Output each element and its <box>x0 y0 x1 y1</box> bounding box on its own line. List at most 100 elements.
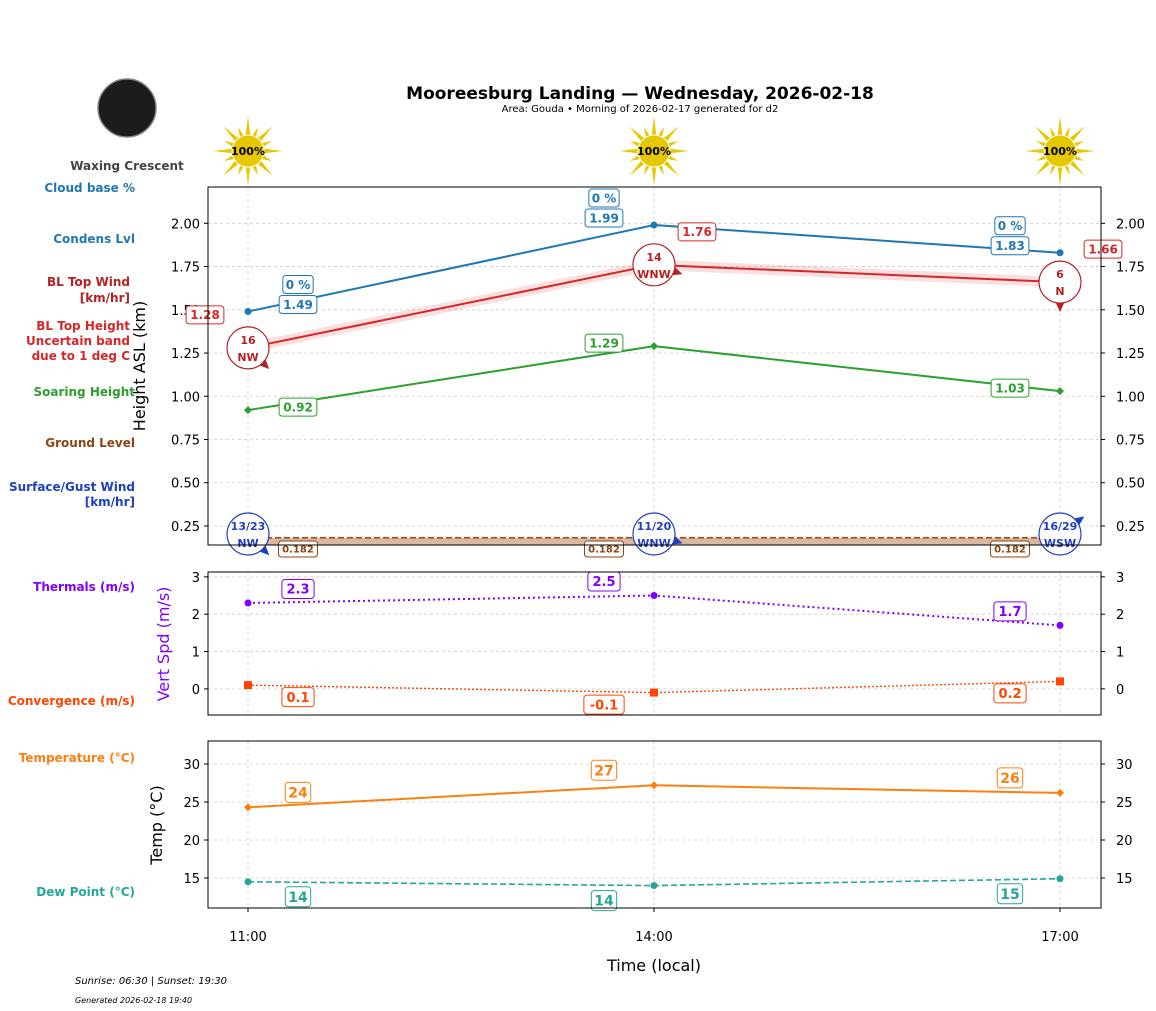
temperature-label-box <box>284 781 312 803</box>
y-tick-label: 0 <box>192 683 200 698</box>
sun-icon <box>213 116 283 186</box>
sun-ray <box>1035 126 1053 144</box>
thermals-label-box <box>281 578 315 599</box>
side-label-condens: Condens Lvl <box>53 232 135 246</box>
cloud-base-label-box <box>282 275 314 295</box>
temperature-label-box <box>996 767 1024 789</box>
y-axis-label-temp: Temp (°C) <box>147 785 166 865</box>
generated-timestamp: Generated 2026-02-18 19:40 <box>75 996 192 1005</box>
condens-level-label: 1.83 <box>995 239 1025 253</box>
side-label-ground: Ground Level <box>45 436 135 450</box>
temperature-point <box>650 781 658 790</box>
thermals-label: 2.3 <box>286 583 309 598</box>
dew-point-label-box <box>284 886 312 908</box>
convergence-point <box>244 681 252 690</box>
side-label-bl-wind-2: [km/hr] <box>80 291 130 305</box>
cloud-base-label: 0 % <box>286 278 311 292</box>
temperature-label: 24 <box>288 785 308 801</box>
sun-ray <box>629 158 647 176</box>
surface-wind-arrow-icon <box>672 536 683 545</box>
bl-top-wind-direction: N <box>1055 285 1064 298</box>
condens-level-point <box>244 308 252 316</box>
bl-top-wind-speed: 14 <box>646 251 662 264</box>
side-label-surface-wind-2: [km/hr] <box>85 495 135 509</box>
x-tick-label: 11:00 <box>229 930 266 945</box>
y-tick-label-right: 30 <box>1116 758 1133 773</box>
dew-point-label: 15 <box>1000 887 1019 903</box>
sun-icon <box>1025 116 1095 186</box>
dew-point-point <box>244 878 252 886</box>
y-tick-label-right: 2.00 <box>1116 217 1145 232</box>
temperature-label: 26 <box>1000 771 1019 787</box>
y-tick-label-right: 0 <box>1116 683 1124 698</box>
surface-wind-speed: 16/29 <box>1043 520 1078 533</box>
bl-top-wind-circle <box>632 243 676 287</box>
convergence-point <box>650 688 658 697</box>
sun-ray <box>1025 148 1047 154</box>
y-tick-label: 0.25 <box>171 520 200 535</box>
sun-ray <box>661 158 679 176</box>
x-tick-label: 17:00 <box>1041 930 1078 945</box>
y-tick-label: 25 <box>183 796 200 811</box>
bl-top-wind-direction: WNW <box>637 268 670 281</box>
soaring-height-label-box <box>584 333 624 353</box>
temperature-label: 27 <box>594 763 613 779</box>
y-tick-label-right: 0.25 <box>1116 520 1145 535</box>
ground-level-label: 0.182 <box>282 545 314 556</box>
ground-level-label: 0.182 <box>994 545 1026 556</box>
soaring-height-point <box>650 342 658 351</box>
cloud-base-label-box <box>994 216 1026 236</box>
side-label-soaring: Soaring Height <box>34 385 136 399</box>
y-tick-label: 2.00 <box>171 217 200 232</box>
sun-ray <box>661 126 679 144</box>
y-tick-label: 1 <box>192 646 200 661</box>
y-tick-label-right: 1.75 <box>1116 261 1145 276</box>
temperature-point <box>1056 788 1064 797</box>
condens-level-label-box <box>278 295 318 315</box>
convergence-label: 0.2 <box>998 687 1021 702</box>
y-tick-label: 2 <box>192 608 200 623</box>
y-tick-label-right: 1.25 <box>1116 347 1145 362</box>
cloud-base-label: 0 % <box>592 191 617 205</box>
soaring-height-label-box <box>278 397 318 417</box>
y-tick-label: 1.00 <box>171 390 200 405</box>
chart-title: Mooreesburg Landing — Wednesday, 2026-02… <box>406 84 874 104</box>
dew-point-label-box <box>590 890 618 912</box>
soaring-height-label-box <box>990 378 1030 398</box>
sun-ray <box>1057 116 1063 138</box>
sun-ray <box>1057 164 1063 186</box>
bl-top-wind-circle <box>226 326 270 370</box>
chart-subtitle: Area: Gouda • Morning of 2026-02-17 gene… <box>502 104 779 115</box>
plot-frame <box>207 186 1102 546</box>
sun-disc <box>637 134 671 168</box>
convergence-label-box <box>281 687 315 708</box>
plot-frame <box>207 740 1102 909</box>
convergence-label: -0.1 <box>590 698 618 713</box>
sun-ray <box>245 164 251 186</box>
sun-ray <box>1035 158 1053 176</box>
sun-ray <box>1073 148 1095 154</box>
sun-disc <box>231 134 265 168</box>
dew-point-point <box>1056 875 1064 883</box>
temperature-point <box>244 803 252 812</box>
y-tick-label: 30 <box>183 758 200 773</box>
y-tick-label-right: 1.50 <box>1116 304 1145 319</box>
y-tick-label: 0.50 <box>171 477 200 492</box>
bl-top-height-label: 1.66 <box>1088 242 1118 256</box>
thermals-label-box <box>993 601 1027 622</box>
sun-ray <box>245 116 251 138</box>
plot-frame <box>207 571 1102 716</box>
y-tick-label: 15 <box>183 872 200 887</box>
ground-level-label: 0.182 <box>588 545 620 556</box>
y-tick-label: 3 <box>192 571 200 586</box>
convergence-label-box <box>993 683 1027 704</box>
sun-percent-label: 100% <box>637 145 671 158</box>
bl-top-height-label-box <box>185 305 225 325</box>
side-label-bl-wind-1: BL Top Wind <box>47 275 130 289</box>
y-tick-label-right: 20 <box>1116 834 1133 849</box>
sunrise-sunset: Sunrise: 06:30 | Sunset: 19:30 <box>75 976 227 987</box>
cloud-base-label-box <box>588 188 620 208</box>
temperature-label-box <box>590 759 618 781</box>
bl-top-height-label: 1.28 <box>190 308 220 322</box>
surface-wind-arrow-icon <box>260 546 270 556</box>
